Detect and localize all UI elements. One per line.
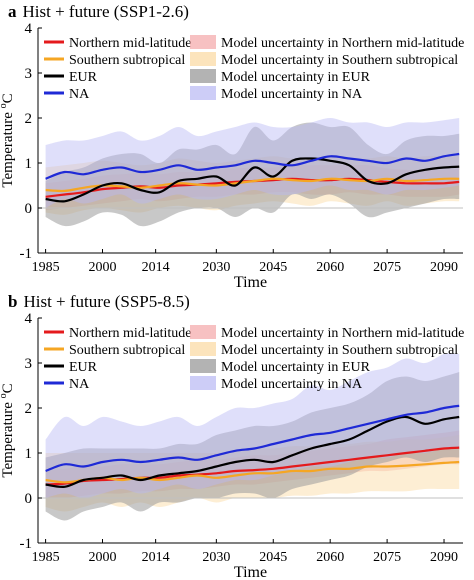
legend-band-swatch bbox=[190, 359, 216, 373]
x-tick-label: 2075 bbox=[373, 260, 401, 275]
chart-title: Hist + future (SSP1-2.6) bbox=[22, 2, 189, 21]
y-axis-label-degree: o bbox=[0, 393, 9, 398]
y-axis-label-unit: C bbox=[0, 93, 16, 103]
y-tick-label: 4 bbox=[25, 21, 33, 37]
y-tick-label: 3 bbox=[25, 356, 33, 372]
panel-letter: a bbox=[8, 2, 17, 21]
y-tick-label: 0 bbox=[25, 491, 33, 507]
x-tick-label: 2045 bbox=[259, 550, 287, 565]
x-axis-label: Time bbox=[234, 274, 267, 291]
panel-title: a Hist + future (SSP1-2.6) bbox=[8, 2, 189, 22]
x-tick-label: 2030 bbox=[202, 550, 230, 565]
uncertainty-band bbox=[45, 118, 460, 208]
x-tick-label: 2045 bbox=[259, 260, 287, 275]
series-line bbox=[45, 157, 460, 203]
x-tick-label: 2060 bbox=[316, 550, 344, 565]
x-tick-label: 2014 bbox=[142, 260, 170, 275]
panel-a: a Hist + future (SSP1-2.6) -1 0 1 2 3 4 1985 200… bbox=[0, 2, 464, 291]
y-tick-label: 1 bbox=[25, 156, 33, 172]
x-tick-label: 2075 bbox=[373, 550, 401, 565]
legend-entry: EUR bbox=[69, 360, 98, 375]
y-tick-label: -1 bbox=[20, 246, 33, 262]
x-tick-label: 2090 bbox=[430, 550, 458, 565]
legend-band-swatch bbox=[190, 69, 216, 83]
legend-band-swatch bbox=[190, 52, 216, 66]
legend-entry: Model uncertainty in NA bbox=[221, 87, 363, 102]
y-tick-label: 4 bbox=[25, 311, 33, 327]
legend-entry: NA bbox=[69, 377, 90, 392]
x-tick-label: 2060 bbox=[316, 260, 344, 275]
legend-entry: NA bbox=[69, 87, 90, 102]
series-line bbox=[45, 460, 460, 484]
series-line bbox=[45, 152, 460, 180]
legend-entry: Model uncertainty in Northern mid-latitu… bbox=[221, 326, 464, 341]
y-axis-label-degree: o bbox=[0, 103, 9, 108]
chart-title: Hist + future (SSP5-8.5) bbox=[23, 292, 190, 311]
panel-title: b Hist + future (SSP5-8.5) bbox=[8, 292, 190, 312]
series-line bbox=[45, 177, 460, 193]
legend-entry: Northern mid-latitude bbox=[69, 36, 191, 51]
legend-entry: Model uncertainty in NA bbox=[221, 377, 363, 392]
legend-entry: EUR bbox=[69, 70, 98, 85]
y-axis-label-unit: C bbox=[0, 383, 16, 393]
y-tick-label: 2 bbox=[25, 111, 33, 127]
legend-band-swatch bbox=[190, 342, 216, 356]
x-tick-label: 2000 bbox=[89, 260, 117, 275]
legend-entry: Model uncertainty in Southern subtropica… bbox=[221, 343, 458, 358]
y-tick-label: 2 bbox=[25, 401, 33, 417]
chart-a: -1 0 1 2 3 4 1985 2000 2014 2030 2045 2060 2075 2090 T… bbox=[0, 21, 464, 291]
x-tick-label: 2030 bbox=[202, 260, 230, 275]
legend-entry: Southern subtropical bbox=[69, 343, 185, 358]
legend-band-swatch bbox=[190, 86, 216, 100]
legend-entry: Model uncertainty in EUR bbox=[221, 360, 371, 375]
legend-entry: Model uncertainty in Northern mid-latitu… bbox=[221, 36, 464, 51]
y-tick-label: 3 bbox=[25, 66, 33, 82]
series-line bbox=[45, 415, 460, 489]
uncertainty-band bbox=[45, 372, 460, 521]
legend-entry: Model uncertainty in EUR bbox=[221, 70, 371, 85]
x-tick-label: 1985 bbox=[32, 550, 60, 565]
panel-b: b Hist + future (SSP5-8.5) -1 0 1 2 3 4 1985 200… bbox=[0, 290, 474, 580]
y-tick-label: 0 bbox=[25, 201, 33, 217]
y-axis-label-text: Temperature bbox=[0, 398, 16, 477]
uncertainty-band bbox=[45, 122, 460, 227]
y-axis-label: Temperature oC bbox=[0, 383, 16, 477]
legend-band-swatch bbox=[190, 325, 216, 339]
x-tick-label: 2090 bbox=[430, 260, 458, 275]
legend-entry: Southern subtropical bbox=[69, 53, 185, 68]
series-line bbox=[45, 404, 460, 473]
y-axis-label-text: Temperature bbox=[0, 108, 16, 187]
y-tick-label: -1 bbox=[20, 536, 33, 552]
chart-b: -1 0 1 2 3 4 1985 2000 2014 2030 2045 2060 2075 2090 T… bbox=[0, 311, 464, 580]
x-tick-label: 2014 bbox=[142, 550, 170, 565]
legend-entry: Model uncertainty in Southern subtropica… bbox=[221, 53, 458, 68]
y-tick-label: 1 bbox=[25, 446, 33, 462]
x-tick-label: 1985 bbox=[32, 260, 60, 275]
legend-band-swatch bbox=[190, 376, 216, 390]
y-axis-label: Temperature oC bbox=[0, 93, 16, 187]
x-tick-label: 2000 bbox=[89, 550, 117, 565]
legend-band-swatch bbox=[190, 35, 216, 49]
legend-entry: Northern mid-latitude bbox=[69, 326, 191, 341]
panel-letter: b bbox=[8, 292, 18, 311]
x-axis-label: Time bbox=[234, 564, 267, 580]
